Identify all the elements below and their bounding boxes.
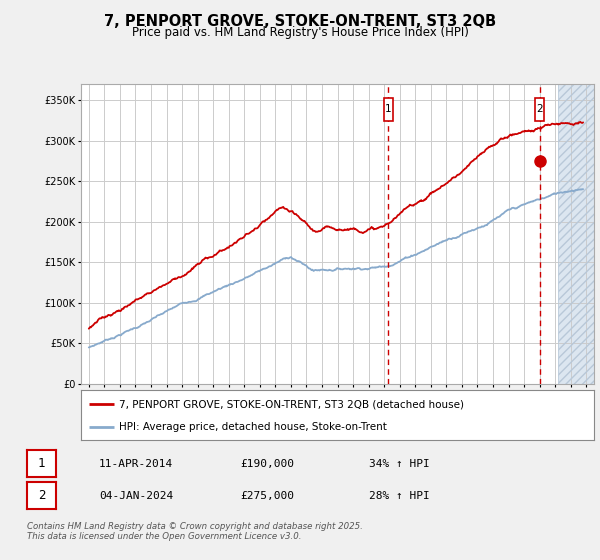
Text: 1: 1 [385,105,392,114]
Text: Price paid vs. HM Land Registry's House Price Index (HPI): Price paid vs. HM Land Registry's House … [131,26,469,39]
Text: HPI: Average price, detached house, Stoke-on-Trent: HPI: Average price, detached house, Stok… [119,422,388,432]
Text: £275,000: £275,000 [240,491,294,501]
Text: 11-APR-2014: 11-APR-2014 [99,459,173,469]
Text: 04-JAN-2024: 04-JAN-2024 [99,491,173,501]
Text: 1: 1 [38,457,45,470]
Text: 28% ↑ HPI: 28% ↑ HPI [369,491,430,501]
FancyBboxPatch shape [384,98,392,121]
Bar [558,84,600,384]
Text: 2: 2 [536,105,543,114]
Text: £190,000: £190,000 [240,459,294,469]
Text: 7, PENPORT GROVE, STOKE-ON-TRENT, ST3 2QB: 7, PENPORT GROVE, STOKE-ON-TRENT, ST3 2Q… [104,14,496,29]
Bar [558,84,600,384]
Text: 34% ↑ HPI: 34% ↑ HPI [369,459,430,469]
Text: 7, PENPORT GROVE, STOKE-ON-TRENT, ST3 2QB (detached house): 7, PENPORT GROVE, STOKE-ON-TRENT, ST3 2Q… [119,399,464,409]
FancyBboxPatch shape [535,98,544,121]
Text: Contains HM Land Registry data © Crown copyright and database right 2025.
This d: Contains HM Land Registry data © Crown c… [27,522,363,542]
Text: 2: 2 [38,489,45,502]
